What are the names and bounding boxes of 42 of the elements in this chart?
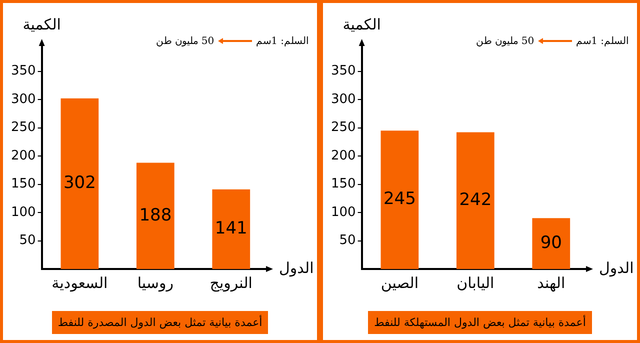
text: أعمدة بيانية تمثل بعض الدول المستهلكة للنفط	[368, 311, 592, 334]
y-tick-label: 100	[10, 204, 36, 220]
bar	[456, 132, 494, 269]
y-tick-label: 150	[10, 176, 36, 192]
y-tick-label: 100	[330, 204, 356, 220]
data-label: 90	[540, 232, 562, 253]
x-axis-title: الدول	[599, 258, 634, 277]
x-tick-label: السعودية	[52, 274, 108, 292]
x-tick-label: النرويج	[210, 274, 252, 292]
data-label: 242	[459, 190, 492, 210]
data-label: 302	[63, 173, 96, 194]
bar	[212, 189, 250, 269]
x-tick-label: اليابان	[456, 274, 494, 292]
y-axis-title: الكمية	[22, 15, 61, 34]
bar	[380, 130, 419, 269]
y-tick-label: 50	[339, 233, 356, 248]
annotation: 50 مليون طن	[156, 35, 214, 47]
y-tick-label: 300	[330, 92, 356, 107]
y-tick-label: 150	[330, 176, 356, 192]
y-tick-label: 300	[10, 92, 36, 107]
data-label: 245	[383, 189, 416, 210]
bar	[532, 218, 570, 269]
text: أعمدة بيانية تمثل بعض الدول المصدرة للنفط	[52, 311, 268, 334]
x-axis-title: الدول	[279, 258, 314, 277]
annotation: السلم: 1سم	[576, 35, 629, 47]
data-label: 141	[214, 218, 248, 239]
y-tick-label: 350	[10, 64, 36, 79]
y-tick-label: 250	[330, 120, 356, 136]
y-axis-title: الكمية	[342, 15, 381, 34]
y-tick-label: 200	[330, 148, 356, 164]
x-tick-label: الهند	[537, 274, 566, 292]
annotation: السلم: 1سم	[256, 35, 309, 47]
y-tick-label: 250	[10, 120, 36, 136]
y-tick-label: 50	[19, 233, 36, 248]
y-tick-label: 350	[330, 64, 356, 79]
y-tick-label: 200	[10, 148, 36, 164]
x-tick-label: الصين	[380, 274, 419, 292]
x-tick-label: روسيا	[137, 274, 174, 292]
bar	[60, 98, 99, 269]
data-label: 188	[139, 205, 172, 226]
bar	[136, 162, 174, 269]
annotation: 50 مليون طن	[476, 35, 534, 47]
